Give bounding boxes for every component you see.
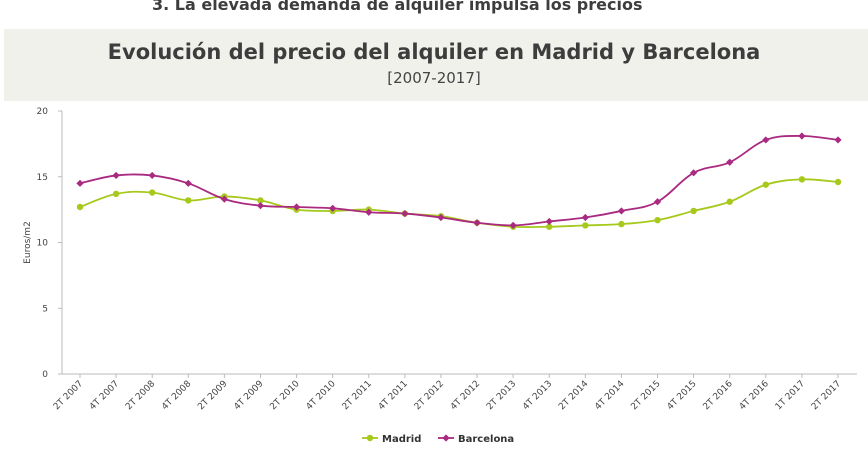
data-point-barcelona	[762, 136, 770, 144]
y-tick-label: 5	[42, 304, 48, 314]
chart-title: Evolución del precio del alquiler en Mad…	[107, 40, 761, 64]
x-tick-label: 4T 2008	[160, 379, 193, 412]
data-point-barcelona	[581, 213, 589, 222]
data-point-madrid	[726, 198, 733, 205]
series-line-barcelona	[79, 135, 839, 227]
x-tick-label: 4T 2013	[521, 379, 554, 412]
data-point-barcelona	[617, 207, 626, 215]
y-tick-label: 10	[37, 239, 49, 249]
data-point-barcelona	[329, 204, 337, 212]
data-point-madrid	[76, 203, 84, 211]
data-point-barcelona	[653, 198, 662, 206]
y-tick-label: 20	[37, 107, 49, 117]
x-tick-label: 2T 2017	[810, 379, 843, 412]
data-point-barcelona	[726, 158, 734, 166]
y-tick-label: 15	[37, 173, 48, 183]
data-point-barcelona	[112, 171, 120, 180]
data-point-madrid	[112, 190, 120, 198]
data-point-barcelona	[690, 169, 698, 177]
legend-label-madrid: Madrid	[382, 434, 421, 445]
legend-marker-barcelona	[442, 434, 450, 442]
x-tick-label: 2T 2010	[268, 379, 301, 412]
x-tick-label: 2T 2014	[557, 379, 590, 412]
x-tick-label: 2T 2007	[52, 379, 85, 412]
x-tick-label: 2T 2011	[341, 379, 374, 412]
y-axis-label: Euros/m2	[23, 221, 33, 264]
data-point-barcelona	[509, 221, 517, 230]
data-point-madrid	[798, 176, 806, 183]
legend-marker-madrid	[366, 434, 374, 442]
data-point-barcelona	[256, 202, 265, 210]
x-tick-label: 4T 2007	[88, 379, 121, 412]
x-tick-label: 4T 2010	[305, 379, 338, 412]
x-tick-label: 2T 2016	[702, 379, 735, 412]
data-point-barcelona	[401, 209, 409, 218]
x-tick-label: 4T 2016	[738, 379, 771, 412]
data-point-barcelona	[220, 195, 228, 203]
data-point-barcelona	[798, 132, 806, 140]
data-point-barcelona	[834, 136, 842, 144]
data-point-barcelona	[365, 208, 373, 216]
chart-title-band	[4, 29, 868, 101]
data-point-barcelona	[292, 203, 301, 211]
data-point-madrid	[618, 220, 625, 228]
y-tick-label: 0	[42, 370, 48, 380]
x-tick-label: 2T 2012	[413, 379, 446, 412]
data-point-barcelona	[184, 179, 192, 187]
legend-label-barcelona: Barcelona	[458, 434, 514, 445]
data-point-barcelona	[545, 217, 553, 226]
x-tick-label: 4T 2009	[232, 379, 265, 412]
data-point-barcelona	[473, 219, 481, 227]
chart-subtitle: [2007-2017]	[387, 69, 481, 87]
data-point-madrid	[582, 222, 589, 229]
data-point-madrid	[654, 216, 661, 224]
data-point-madrid	[762, 181, 770, 188]
data-point-barcelona	[148, 171, 156, 180]
data-point-barcelona	[76, 179, 84, 187]
data-point-madrid	[834, 178, 842, 186]
data-point-madrid	[148, 189, 156, 196]
data-point-madrid	[690, 207, 697, 215]
x-tick-label: 4T 2012	[449, 379, 482, 412]
x-tick-label: 2T 2013	[485, 379, 518, 412]
data-point-barcelona	[437, 213, 445, 222]
data-point-madrid	[546, 223, 553, 230]
x-tick-label: 4T 2014	[593, 379, 626, 412]
x-tick-label: 4T 2015	[666, 379, 699, 412]
x-tick-label: 1T 2017	[774, 379, 807, 412]
data-point-madrid	[257, 197, 264, 204]
x-tick-label: 2T 2008	[124, 379, 157, 412]
x-tick-label: 2T 2015	[629, 379, 662, 412]
x-tick-label: 2T 2009	[196, 379, 229, 412]
data-point-madrid	[185, 197, 192, 204]
x-tick-label: 4T 2011	[377, 379, 410, 412]
section-heading: 3. La elevada demanda de alquiler impuls…	[152, 0, 643, 14]
